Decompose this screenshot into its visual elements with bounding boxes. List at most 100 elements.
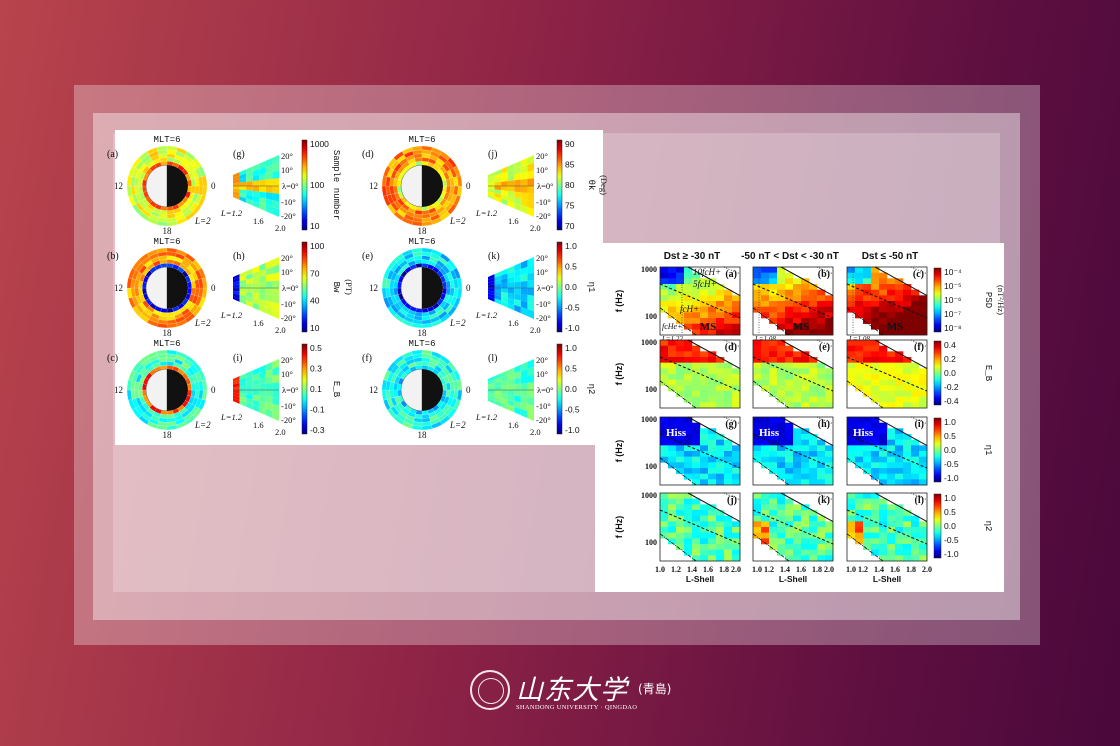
- heatmap-cell: [879, 289, 888, 296]
- fan-cell: [272, 309, 279, 319]
- fan-cell: [265, 408, 273, 419]
- heatmap-cell: [785, 451, 794, 457]
- heatmap-cell: [879, 312, 888, 319]
- heatmap-cell: [911, 379, 920, 386]
- panel-letter: (j): [727, 495, 737, 506]
- fan-cell: [520, 396, 528, 405]
- colorbar-label: η1: [586, 282, 596, 293]
- heatmap-cell: [793, 295, 802, 302]
- colorbar-tick-label: 100: [310, 241, 324, 251]
- heatmap-cell: [708, 544, 717, 550]
- heatmap-cell: [777, 434, 786, 440]
- y-tick-label: 1000: [641, 265, 657, 274]
- heatmap-cell: [732, 462, 741, 469]
- heatmap-cell: [716, 402, 725, 409]
- mlt-6-label: MLT=6: [408, 339, 435, 349]
- heatmap-cell: [785, 284, 794, 290]
- heatmap-cell: [732, 301, 741, 307]
- colorbar-tick-label: 70: [565, 221, 575, 231]
- heatmap-cell: [684, 498, 693, 505]
- fan-cell: [520, 204, 528, 215]
- latitude-tick-label: -20°: [536, 313, 551, 323]
- fan-cell: [494, 288, 502, 293]
- dayside-half-icon: [145, 164, 168, 208]
- fan-cell: [488, 277, 495, 283]
- heatmap-cell: [753, 510, 762, 516]
- heatmap-cell: [871, 301, 880, 307]
- fan-cell: [252, 174, 260, 182]
- heatmap-cell: [919, 329, 928, 336]
- heatmap-cell: [793, 468, 802, 474]
- heatmap-cell: [692, 402, 701, 409]
- heatmap-cell: [708, 289, 717, 296]
- heatmap-cell: [668, 379, 677, 386]
- heatmap-cell: [676, 312, 685, 319]
- heatmap-cell: [761, 379, 770, 386]
- heatmap-cell: [676, 504, 685, 511]
- heatmap-cell: [777, 417, 786, 423]
- x-tick-label: 2.0: [824, 565, 834, 574]
- heatmap-cell: [793, 301, 802, 307]
- heatmap-cell: [825, 323, 834, 330]
- heatmap-cell: [684, 532, 693, 539]
- heatmap-cell: [684, 428, 693, 435]
- heatmap-cell: [911, 295, 920, 302]
- heatmap-cell: [785, 456, 794, 463]
- heatmap-cell: [708, 445, 717, 452]
- heatmap-cell: [676, 527, 685, 533]
- heatmap-cell: [777, 456, 786, 463]
- heatmap-cell: [887, 538, 896, 545]
- heatmap-cell: [724, 306, 733, 313]
- heatmap-cell: [660, 357, 669, 363]
- heatmap-cell: [700, 473, 709, 480]
- heatmap-cell: [825, 402, 834, 409]
- fan-cell: [246, 190, 253, 196]
- heatmap-cell: [761, 445, 770, 452]
- heatmap-cell: [692, 329, 701, 336]
- heatmap-cell: [724, 473, 733, 480]
- colorbar-tick-label: 0.5: [944, 507, 956, 517]
- fan-cell: [233, 398, 240, 404]
- heatmap-cell: [684, 362, 693, 369]
- heatmap-cell: [871, 434, 880, 440]
- heatmap-cell: [769, 498, 778, 505]
- heatmap-cell: [793, 374, 802, 380]
- heatmap-cell: [911, 532, 920, 539]
- colorbar-tick-label: 0.5: [565, 262, 577, 272]
- heatmap-cell: [887, 284, 896, 290]
- heatmap-cell: [847, 368, 856, 375]
- heatmap-cell: [684, 301, 693, 307]
- fan-cell: [265, 204, 273, 215]
- panel-letter: (l): [915, 495, 924, 506]
- colorbar-label: Sample number: [331, 150, 341, 220]
- latitude-tick-label: 20°: [536, 253, 548, 263]
- fan-cell: [520, 306, 528, 317]
- heatmap-cell: [825, 532, 834, 539]
- mlt-0-label: 0: [211, 283, 216, 293]
- fan-cell: [265, 288, 273, 296]
- heatmap-cell: [863, 462, 872, 469]
- heatmap-cell: [753, 272, 762, 279]
- fan-cell: [501, 394, 508, 400]
- heatmap-cell: [692, 510, 701, 516]
- fan-cell: [272, 272, 279, 281]
- heatmap-cell: [716, 521, 725, 528]
- heatmap-cell: [911, 402, 920, 409]
- fan-cell: [527, 288, 534, 296]
- fan-cell: [259, 275, 266, 283]
- heatmap-cell: [855, 521, 864, 528]
- heatmap-cell: [769, 295, 778, 302]
- fan-cell: [246, 194, 253, 201]
- heatmap-cell: [732, 295, 741, 302]
- fan-cell: [514, 304, 521, 314]
- heatmap-cell: [809, 544, 818, 550]
- heatmap-cell: [847, 493, 856, 499]
- fan-cell: [233, 379, 240, 385]
- fan-cell: [259, 364, 266, 374]
- line-fch: [659, 433, 741, 469]
- fan-cell: [233, 274, 240, 280]
- heatmap-cell: [809, 473, 818, 480]
- heatmap-cell: [761, 278, 770, 285]
- heatmap-cell: [871, 267, 880, 273]
- heatmap-cell: [809, 301, 818, 307]
